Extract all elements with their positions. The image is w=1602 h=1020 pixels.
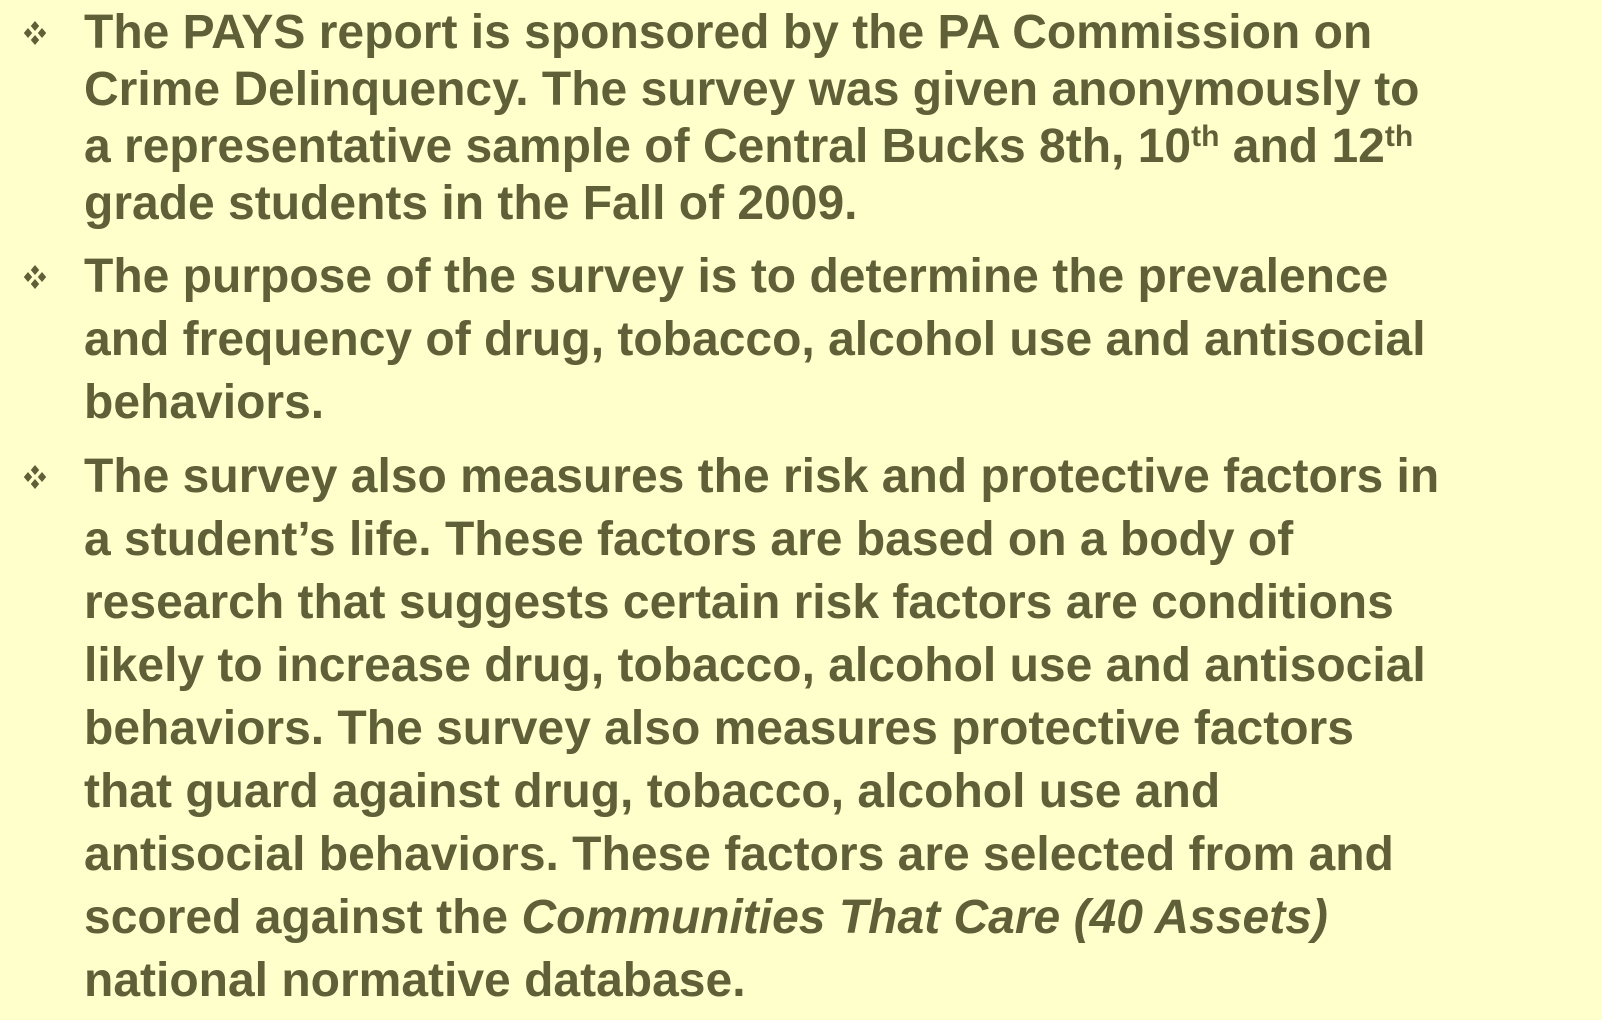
text-line: The survey also measures the risk and pr… bbox=[84, 450, 1440, 503]
text-line: that guard against drug, tobacco, alcoho… bbox=[84, 765, 1221, 818]
text-line: antisocial behaviors. These factors are … bbox=[84, 828, 1394, 881]
text-line: The purpose of the survey is to determin… bbox=[84, 250, 1389, 303]
text-segment: th bbox=[1191, 120, 1220, 153]
text-line: The PAYS report is sponsored by the PA C… bbox=[84, 6, 1373, 59]
diamond bbox=[23, 472, 33, 482]
diamond bbox=[30, 35, 40, 45]
diamond bbox=[37, 28, 47, 38]
text-line: likely to increase drug, tobacco, alcoho… bbox=[84, 639, 1426, 692]
diamond bbox=[37, 472, 47, 482]
text-line: Crime Delinquency. The survey was given … bbox=[84, 63, 1420, 116]
text-line: scored against the Communities That Care… bbox=[84, 886, 1439, 949]
text-segment: Communities That Care (40 Assets) bbox=[521, 891, 1328, 944]
text-line: behaviors. bbox=[84, 376, 325, 429]
diamond bbox=[30, 479, 40, 489]
bullet-text: The purpose of the survey is to determin… bbox=[84, 245, 1426, 434]
bullet-icon bbox=[23, 465, 47, 489]
bullet-text: The survey also measures the risk and pr… bbox=[84, 445, 1439, 1012]
bullet-icon bbox=[23, 21, 47, 45]
text-segment: and 12 bbox=[1219, 120, 1385, 173]
text-line: grade students in the Fall of 2009. bbox=[84, 177, 858, 230]
diamond bbox=[30, 21, 40, 31]
diamond bbox=[30, 279, 40, 289]
diamond bbox=[37, 272, 47, 282]
text-line: national normative database. bbox=[84, 954, 746, 1007]
bullet-text: The PAYS report is sponsored by the PA C… bbox=[84, 4, 1420, 232]
diamond bbox=[30, 265, 40, 275]
text-line: and frequency of drug, tobacco, alcohol … bbox=[84, 313, 1426, 366]
bullet-icon bbox=[23, 265, 47, 289]
diamond bbox=[30, 465, 40, 475]
text-line: behaviors. The survey also measures prot… bbox=[84, 702, 1354, 755]
text-segment: th bbox=[1384, 120, 1414, 153]
text-segment: a representative sample of Central Bucks… bbox=[84, 120, 1192, 173]
text-line: research that suggests certain risk fact… bbox=[84, 576, 1394, 629]
text-line: a representative sample of Central Bucks… bbox=[84, 118, 1420, 175]
text-segment: scored against the bbox=[84, 891, 522, 944]
diamond bbox=[23, 272, 33, 282]
text-line: a student’s life. These factors are base… bbox=[84, 513, 1294, 566]
diamond bbox=[23, 28, 33, 38]
